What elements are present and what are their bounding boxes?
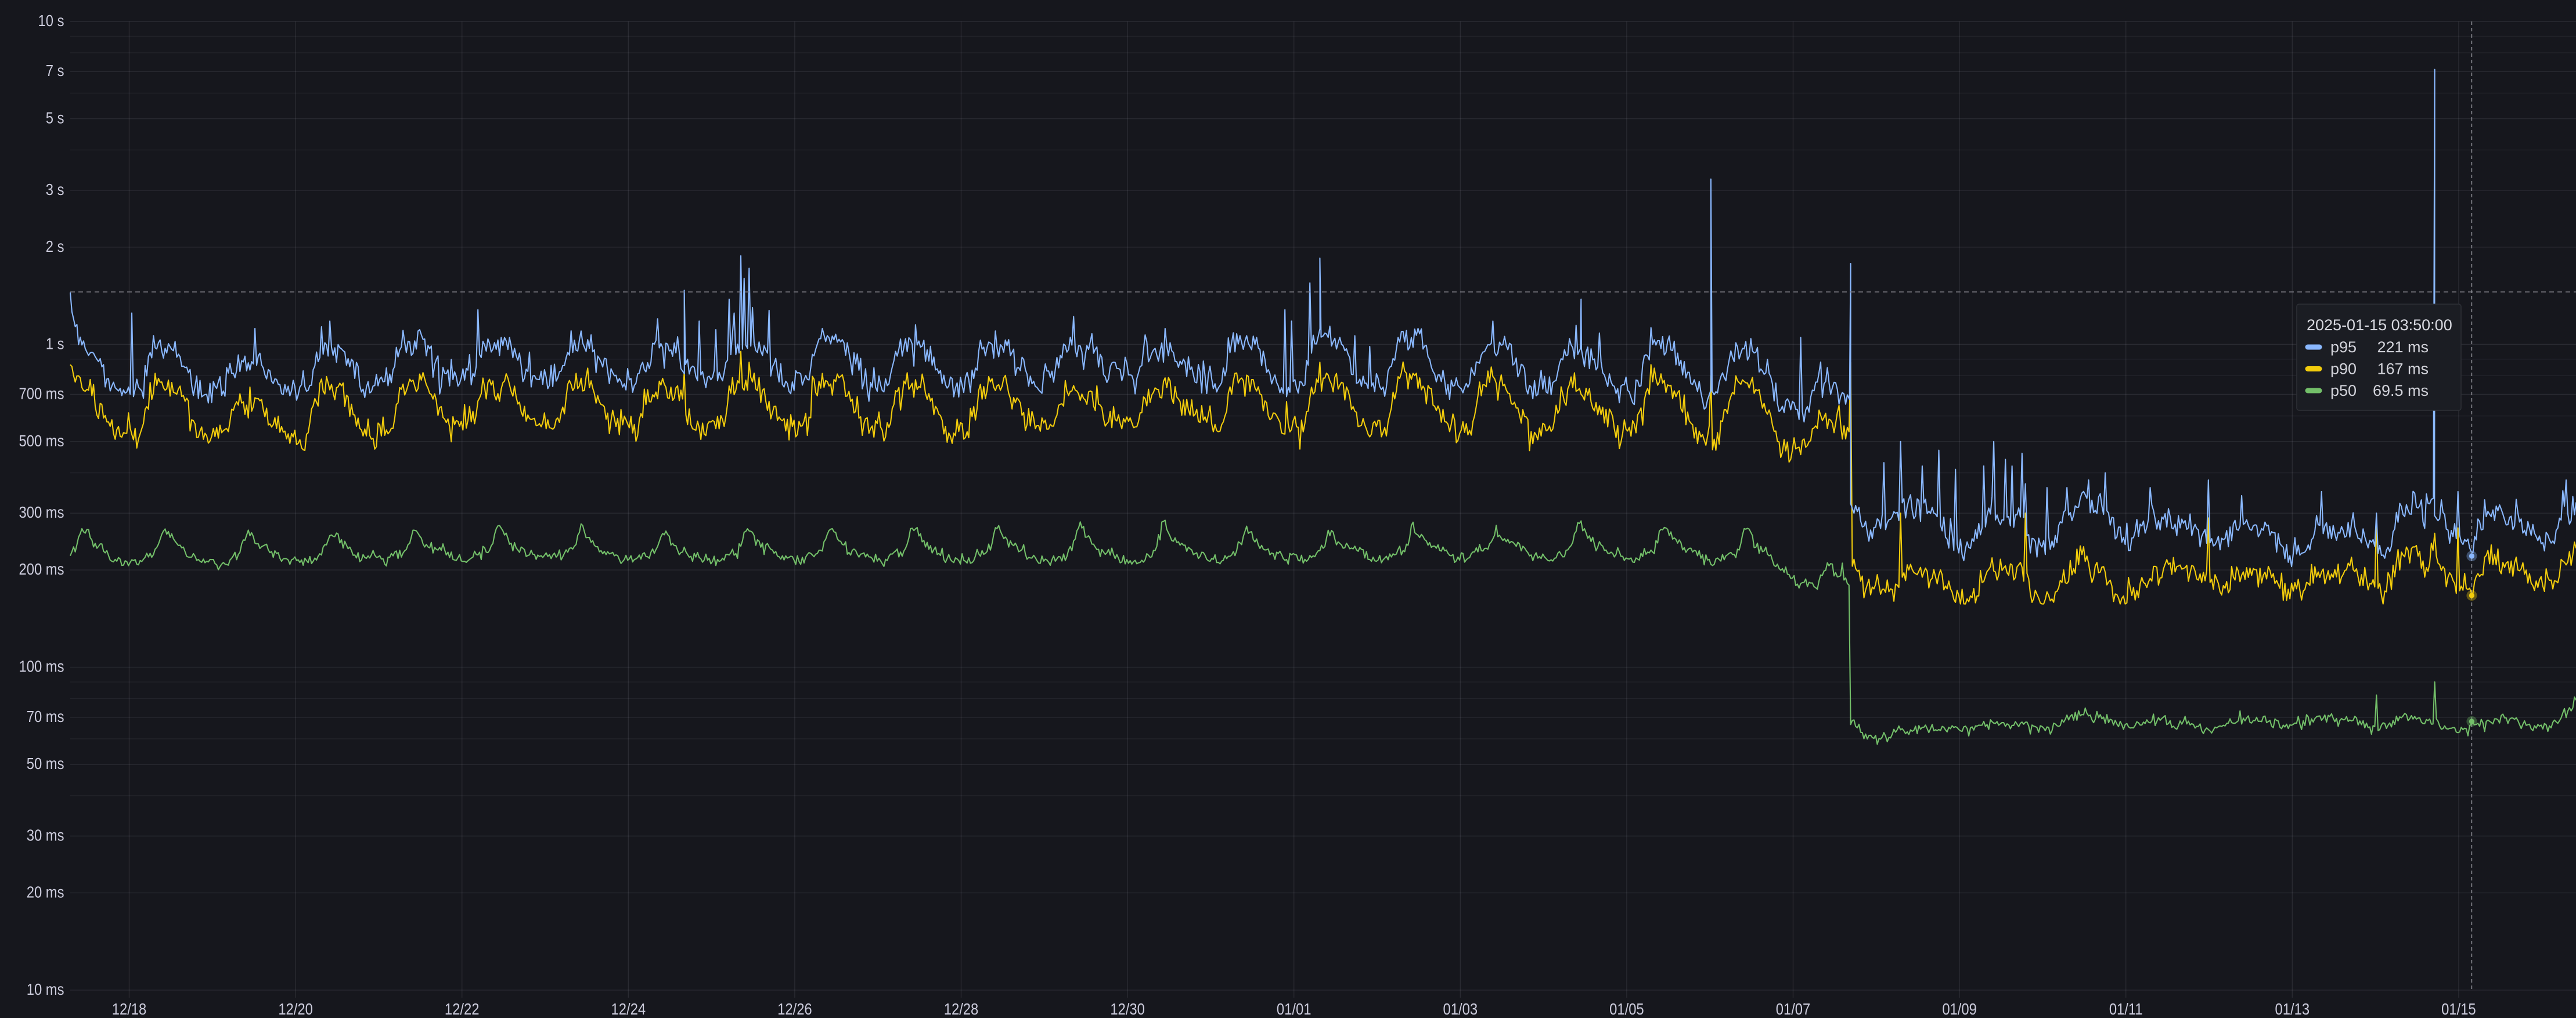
svg-text:12/30: 12/30 [1110, 999, 1145, 1018]
svg-text:70 ms: 70 ms [27, 707, 64, 725]
svg-text:01/01: 01/01 [1277, 999, 1312, 1018]
svg-text:5 s: 5 s [46, 109, 64, 127]
svg-text:01/03: 01/03 [1443, 999, 1478, 1018]
svg-text:12/22: 12/22 [445, 999, 480, 1018]
svg-text:01/05: 01/05 [1609, 999, 1644, 1018]
svg-text:2025-01-15 03:50:00: 2025-01-15 03:50:00 [2307, 316, 2452, 334]
svg-text:500 ms: 500 ms [19, 431, 64, 450]
svg-text:p90: p90 [2330, 360, 2357, 378]
svg-text:10 ms: 10 ms [27, 980, 64, 998]
svg-text:300 ms: 300 ms [19, 503, 64, 521]
svg-text:1 s: 1 s [46, 334, 64, 352]
svg-text:100 ms: 100 ms [19, 657, 64, 676]
svg-text:01/13: 01/13 [2275, 999, 2310, 1018]
svg-text:7 s: 7 s [46, 61, 64, 80]
svg-text:700 ms: 700 ms [19, 384, 64, 403]
svg-text:12/20: 12/20 [278, 999, 313, 1018]
svg-text:50 ms: 50 ms [27, 754, 64, 772]
svg-text:10 s: 10 s [38, 11, 64, 30]
svg-text:167 ms: 167 ms [2377, 360, 2429, 378]
svg-text:12/28: 12/28 [944, 999, 979, 1018]
svg-text:221 ms: 221 ms [2377, 338, 2429, 356]
svg-text:01/09: 01/09 [1942, 999, 1977, 1018]
svg-text:12/26: 12/26 [777, 999, 812, 1018]
svg-text:12/24: 12/24 [611, 999, 646, 1018]
svg-text:01/15: 01/15 [2441, 999, 2476, 1018]
svg-text:200 ms: 200 ms [19, 559, 64, 578]
svg-text:20 ms: 20 ms [27, 883, 64, 901]
svg-text:12/18: 12/18 [112, 999, 147, 1018]
svg-text:30 ms: 30 ms [27, 826, 64, 844]
svg-text:69.5 ms: 69.5 ms [2373, 382, 2429, 399]
svg-text:p95: p95 [2330, 338, 2357, 356]
svg-text:3 s: 3 s [46, 180, 64, 198]
svg-text:01/07: 01/07 [1776, 999, 1811, 1018]
svg-text:01/11: 01/11 [2109, 999, 2143, 1018]
svg-text:p50: p50 [2330, 382, 2357, 399]
svg-text:2 s: 2 s [46, 237, 64, 255]
